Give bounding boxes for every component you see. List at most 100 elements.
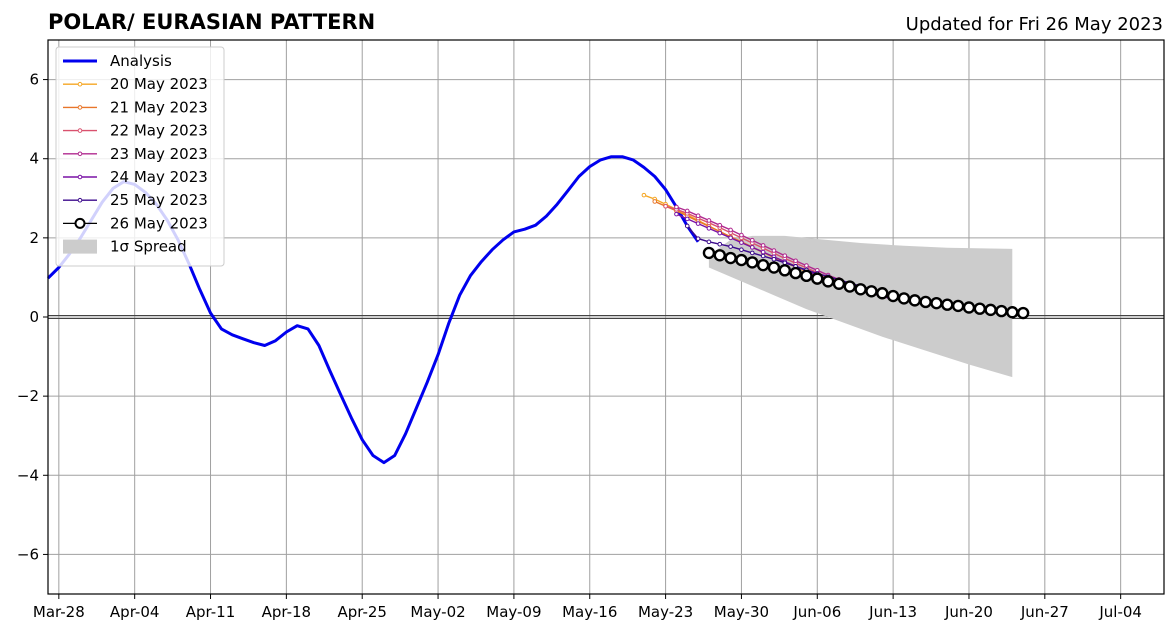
legend-item: 23 May 2023 (63, 145, 208, 163)
x-tick-label: Jun-27 (1020, 603, 1069, 621)
y-tick-label: 0 (29, 308, 39, 326)
legend-marker-dot (77, 81, 83, 87)
forecast-point (941, 298, 954, 311)
forecast-point (706, 226, 712, 231)
forecast-point (973, 302, 987, 315)
forecast-point (735, 253, 748, 267)
forecast-point (728, 235, 733, 241)
y-tick-label: −2 (17, 387, 39, 405)
legend-label: 22 May 2023 (110, 122, 208, 140)
forecast-point (663, 203, 668, 209)
legend-label: Analysis (110, 52, 172, 70)
x-tick-label: May-30 (714, 603, 769, 621)
forecast-point (641, 192, 647, 198)
forecast-point (739, 247, 744, 253)
legend-item: Analysis (63, 52, 172, 70)
legend-item: 21 May 2023 (63, 98, 208, 116)
forecast-point (717, 222, 723, 228)
forecast-point (684, 216, 690, 222)
forecast-point (760, 249, 766, 255)
forecast-point (717, 241, 723, 247)
forecast-point (728, 227, 733, 233)
legend-marker-dot (77, 128, 83, 133)
forecast-point (843, 280, 856, 293)
forecast-point (674, 204, 679, 210)
forecast-point (832, 277, 846, 290)
forecast-point (771, 256, 777, 262)
forecast-point (908, 294, 921, 307)
forecast-point (793, 258, 798, 264)
forecast-point (930, 296, 943, 310)
forecast-point (706, 239, 712, 245)
legend-marker-dot (74, 217, 86, 229)
forecast-point (778, 264, 791, 277)
forecast-point (804, 263, 809, 268)
x-tick-label: Apr-25 (337, 603, 387, 621)
forecast-point (749, 237, 755, 243)
forecast-point (739, 232, 744, 238)
forecast-point (695, 221, 701, 226)
chart-title: POLAR/ EURASIAN PATTERN (48, 10, 375, 34)
forecast-point (782, 253, 788, 258)
forecast-point (695, 213, 701, 218)
forecast-point (800, 269, 813, 283)
x-tick-label: May-02 (410, 603, 465, 621)
x-tick-label: Mar-28 (33, 603, 85, 621)
legend-marker-dot (77, 197, 83, 203)
x-tick-label: Jun-06 (792, 603, 841, 621)
series-group (46, 155, 1030, 465)
forecast-point (749, 250, 755, 256)
legend-label: 26 May 2023 (110, 214, 208, 232)
forecast-point (886, 289, 900, 303)
forecast-point (821, 275, 835, 288)
forecast-point (702, 246, 716, 260)
legend-label: 20 May 2023 (110, 75, 208, 93)
legend-label: 23 May 2023 (110, 145, 208, 163)
x-tick-label: Apr-04 (110, 603, 160, 621)
forecast-point (782, 260, 788, 266)
forecast-point (728, 244, 733, 249)
forecast-point (1016, 306, 1030, 320)
forecast-point (760, 253, 766, 259)
forecast-point (684, 223, 690, 229)
x-tick-label: May-23 (638, 603, 693, 621)
forecast-point (695, 236, 701, 241)
forecast-point (713, 249, 726, 262)
legend-label: 25 May 2023 (110, 191, 208, 209)
forecast-point (749, 245, 755, 250)
x-tick-label: Jul-04 (1098, 603, 1142, 621)
legend-item: 25 May 2023 (63, 191, 208, 209)
legend-box (55, 46, 225, 267)
forecast-point (674, 211, 679, 217)
forecast-point (706, 218, 712, 223)
forecast-point (760, 243, 766, 248)
forecast-point (684, 208, 690, 214)
forecast-point (756, 258, 770, 272)
y-tick-label: 2 (29, 229, 39, 247)
x-tick-label: Apr-11 (186, 603, 236, 621)
forecast-point (962, 301, 976, 314)
legend-marker-dot (77, 105, 83, 110)
y-tick-label: 6 (29, 71, 39, 89)
forecast-point (771, 248, 777, 253)
forecast-point (746, 256, 759, 269)
legend: Analysis 20 May 2023 21 May 2023 22 May 202… (55, 46, 225, 267)
y-tick-label: −4 (17, 466, 39, 484)
legend-marker-dot (77, 151, 83, 157)
axes-group: Mar-28 Apr-04 Apr-11 Apr-18 Apr-25 May-02 May-… (17, 39, 1165, 621)
forecast-point (995, 304, 1008, 318)
series-7 (702, 246, 1030, 320)
forecast-point (717, 230, 723, 236)
forecast-point (789, 266, 802, 280)
forecast-point (652, 199, 658, 204)
legend-label: 1σ Spread (110, 238, 187, 256)
y-tick-label: −6 (17, 545, 39, 563)
forecast-point (897, 292, 911, 305)
legend-marker-patch (63, 239, 97, 254)
x-tick-label: May-09 (486, 603, 541, 621)
legend-label: 24 May 2023 (110, 168, 208, 186)
forecast-point (951, 299, 965, 313)
legend-item: 1σ Spread (63, 238, 187, 256)
x-tick-label: Jun-13 (868, 603, 917, 621)
